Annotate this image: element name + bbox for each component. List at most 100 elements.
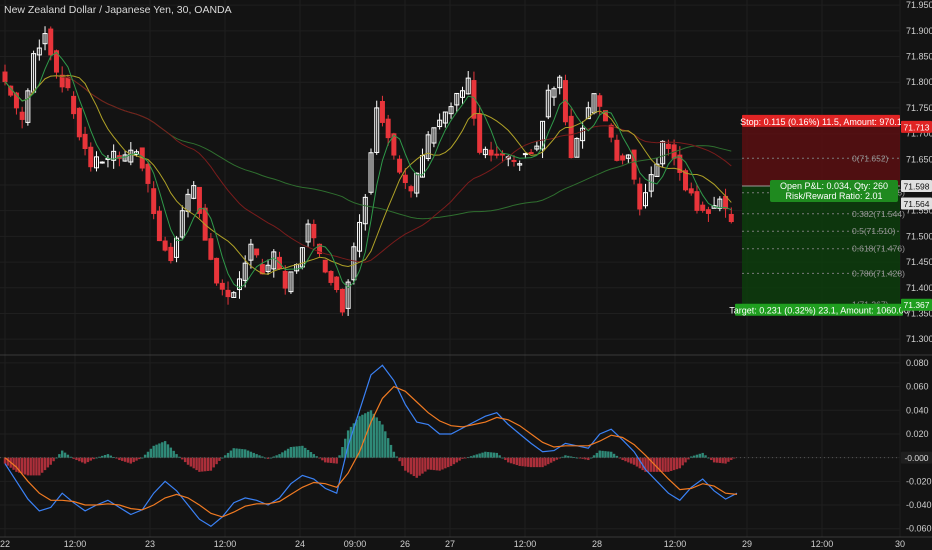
time-axis-tick: 09:00 [344, 539, 367, 549]
macd-histogram-bar [409, 457, 413, 475]
candle [59, 74, 65, 88]
macd-axis-tick: -0.020 [906, 476, 932, 486]
candle [414, 172, 420, 194]
macd-histogram-bar [338, 455, 341, 458]
macd-histogram-bar [598, 450, 601, 458]
candle [534, 145, 540, 150]
candle [25, 90, 31, 123]
macd-histogram-bar [206, 457, 210, 471]
macd-histogram-bar [612, 453, 616, 458]
macd-histogram-bar [221, 457, 224, 459]
candle [620, 155, 626, 161]
candle [214, 257, 220, 284]
macd-histogram-bar [46, 457, 50, 468]
macd-histogram-bar [378, 420, 381, 458]
macd-histogram-bar [358, 416, 361, 458]
macd-histogram-bar [647, 457, 650, 472]
candle [528, 152, 534, 155]
time-axis-tick: 26 [400, 539, 410, 549]
moving-average-line [4, 74, 732, 275]
macd-histogram-bar [321, 457, 324, 461]
candle [13, 92, 19, 109]
macd-histogram-bar [183, 457, 187, 463]
macd-histogram-bar [698, 453, 702, 458]
macd-histogram-bar [238, 448, 241, 458]
macd-histogram-bar [524, 457, 527, 467]
candle [168, 246, 174, 262]
macd-histogram-bar [635, 457, 639, 467]
macd-histogram-bar [441, 457, 444, 470]
time-axis-tick: 12:00 [214, 539, 237, 549]
macd-histogram-bar [469, 456, 473, 458]
price-axis-tick: 71.550 [906, 206, 932, 216]
macd-histogram-bar [158, 443, 161, 458]
target-zone [742, 186, 900, 305]
time-axis-tick: 23 [145, 539, 155, 549]
macd-histogram-bar [532, 457, 536, 468]
candle [254, 248, 260, 256]
macd-histogram-bar [384, 431, 387, 458]
macd-histogram-bar [83, 457, 87, 464]
macd-histogram-bar [690, 456, 693, 458]
macd-histogram-bar [481, 452, 484, 458]
candle [151, 188, 157, 215]
candle [271, 251, 277, 270]
macd-histogram-bar [444, 457, 447, 469]
candle [625, 154, 631, 159]
time-axis-tick: 30 [895, 539, 905, 549]
candle [522, 153, 528, 156]
candle [425, 134, 431, 160]
macd-histogram-bar [123, 457, 127, 462]
macd-histogram-bar [395, 456, 398, 458]
candle [208, 238, 214, 260]
candle [19, 111, 25, 120]
macd-histogram-bar [304, 447, 307, 458]
candle [585, 107, 591, 120]
macd-histogram-bar [103, 454, 107, 458]
macd-histogram-bar [212, 457, 215, 468]
macd-histogram-bar [661, 457, 664, 472]
macd-histogram-bar [252, 452, 255, 458]
time-axis-tick: 12:00 [64, 539, 87, 549]
macd-histogram-bar [229, 450, 233, 458]
time-axis-tick: 28 [592, 539, 602, 549]
macd-histogram-bar [203, 457, 207, 472]
macd-histogram-bar [495, 452, 499, 458]
macd-histogram-bar [169, 447, 173, 458]
macd-histogram-bar [681, 457, 684, 466]
price-tag-bg [901, 197, 932, 210]
macd-histogram-bar [143, 454, 147, 458]
macd-histogram-bar [521, 457, 524, 467]
candle [351, 246, 357, 281]
macd-histogram-bar [618, 457, 621, 459]
macd-histogram-bar [166, 444, 170, 458]
macd-histogram-bar [289, 447, 293, 458]
time-axis-tick: 24 [295, 539, 305, 549]
candle [128, 149, 134, 163]
macd-histogram-bar [63, 452, 67, 458]
macd-histogram-bar [632, 457, 636, 465]
macd-histogram-bar [3, 457, 7, 464]
macd-axis-tick: 0.080 [906, 358, 929, 368]
macd-histogram-bar [452, 457, 456, 465]
macd-histogram-bar [292, 446, 295, 458]
macd-histogram-bar [261, 456, 264, 458]
price-axis-tick: 71.300 [906, 334, 932, 344]
macd-histogram-bar [529, 457, 533, 468]
macd-histogram-bar [727, 457, 730, 462]
candle [540, 120, 546, 150]
macd-histogram-bar [192, 457, 195, 469]
candle [728, 213, 734, 223]
pnl-box [770, 180, 898, 203]
candle [705, 209, 711, 214]
price-axis-tick: 71.900 [906, 26, 932, 36]
macd-histogram-bar [298, 446, 301, 458]
candle [65, 77, 71, 89]
candle [574, 137, 580, 158]
macd-histogram-bar [406, 457, 410, 473]
macd-histogram-bar [126, 457, 130, 463]
candle [397, 158, 403, 173]
candle [225, 289, 231, 298]
macd-line [4, 364, 738, 528]
